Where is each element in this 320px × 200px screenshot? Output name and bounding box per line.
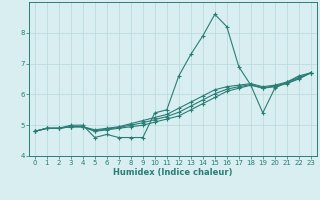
X-axis label: Humidex (Indice chaleur): Humidex (Indice chaleur) xyxy=(113,168,233,177)
